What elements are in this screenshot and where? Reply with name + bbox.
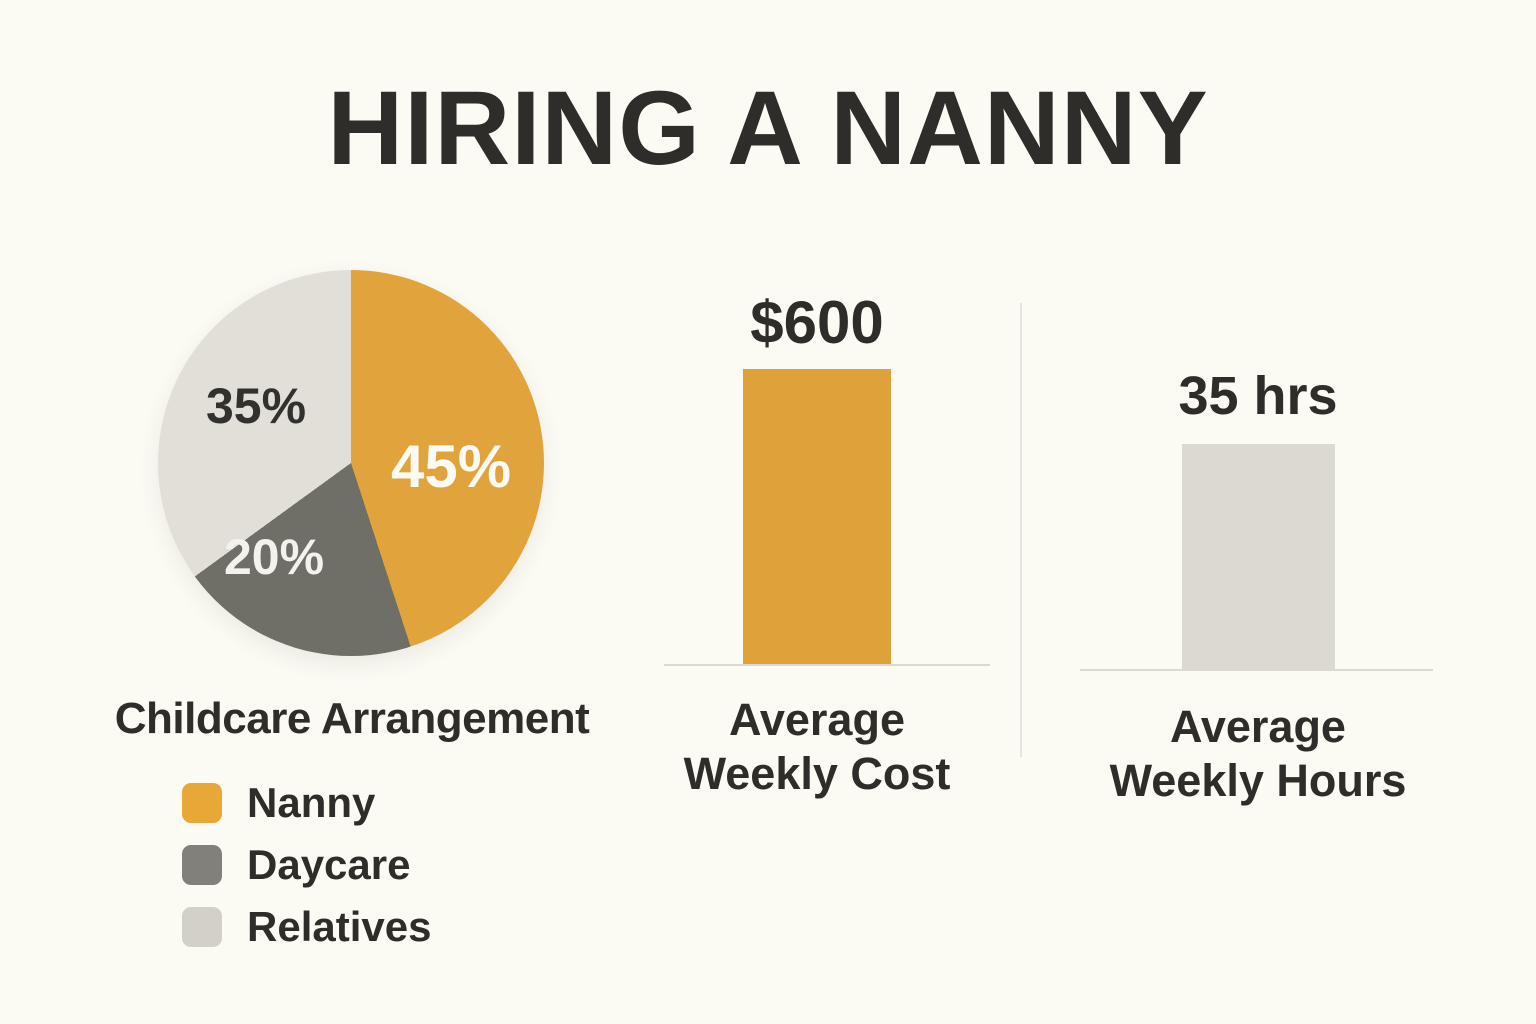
- pie-caption: Childcare Arrangement: [114, 694, 590, 743]
- legend-item-nanny: Nanny: [182, 779, 431, 826]
- cost-bar: [743, 369, 891, 666]
- pie-chart: [158, 270, 544, 656]
- legend-label: Nanny: [247, 779, 376, 826]
- pie-slice-label-daycare: 20%: [223, 529, 325, 585]
- legend-swatch: [182, 845, 222, 885]
- legend: Nanny Daycare Relatives: [182, 779, 432, 969]
- page-title: HIRING A NANNY: [327, 70, 1209, 187]
- cost-baseline: [664, 664, 990, 666]
- legend-label: Relatives: [247, 903, 432, 950]
- hours-caption: Average Weekly Hours: [1110, 700, 1407, 808]
- cost-value-label: $600: [750, 289, 884, 356]
- legend-swatch: [182, 783, 222, 823]
- cost-caption-line1: Average: [729, 694, 905, 745]
- legend-item-daycare: Daycare: [182, 841, 431, 888]
- hours-value-label: 35 hrs: [1178, 366, 1338, 426]
- hours-caption-line2: Weekly Hours: [1109, 755, 1407, 806]
- pie-slice-label-relatives: 35%: [205, 378, 307, 434]
- legend-label: Daycare: [247, 841, 411, 888]
- legend-item-relatives: Relatives: [182, 903, 432, 950]
- pie-slice-label-nanny: 45%: [390, 433, 512, 500]
- hours-bar: [1182, 444, 1335, 671]
- legend-swatch: [182, 907, 222, 947]
- cost-caption-line2: Weekly Cost: [683, 748, 951, 799]
- hours-caption-line1: Average: [1170, 701, 1346, 752]
- divider-line: [1020, 303, 1022, 757]
- cost-caption: Average Weekly Cost: [684, 693, 951, 801]
- hours-baseline: [1080, 669, 1433, 671]
